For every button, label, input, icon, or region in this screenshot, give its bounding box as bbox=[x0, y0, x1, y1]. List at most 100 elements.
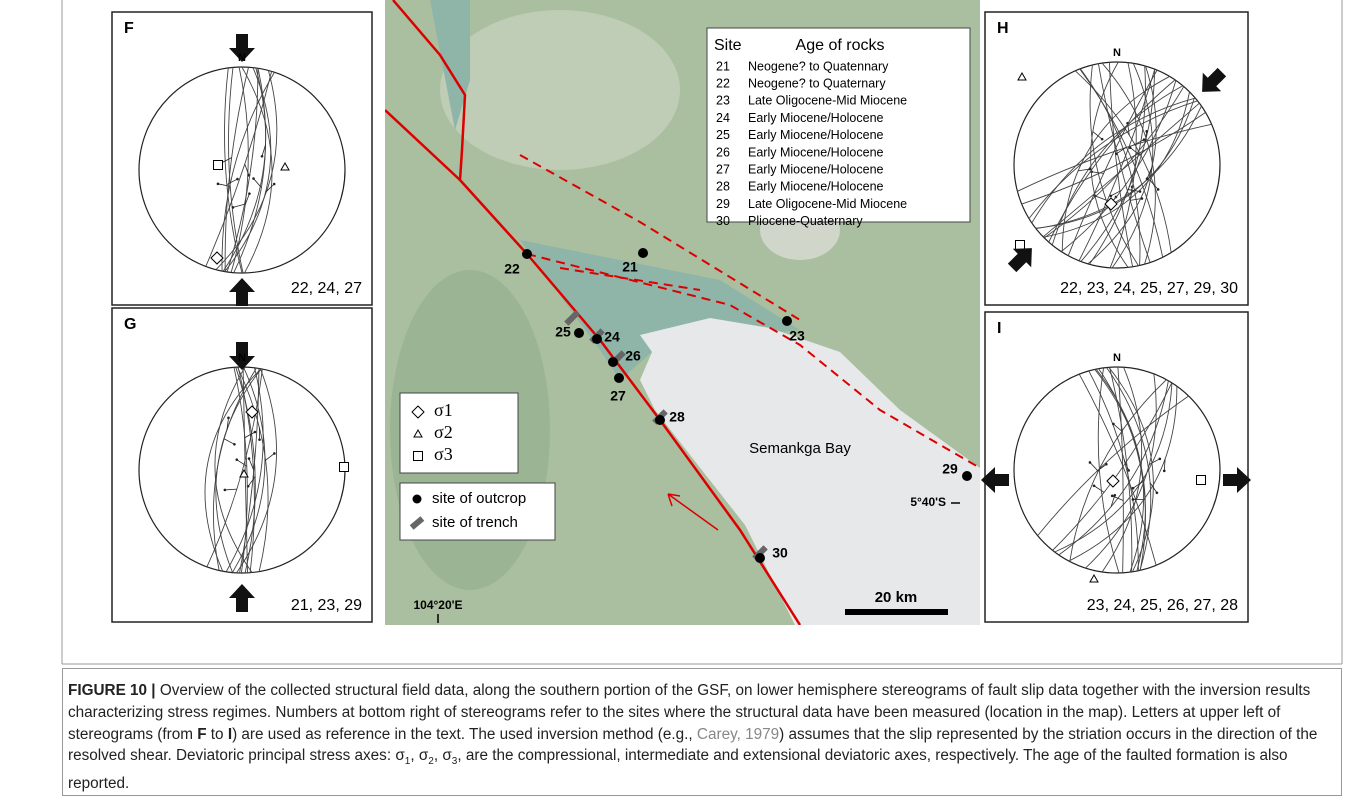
striation bbox=[264, 453, 275, 462]
table-site: 21 bbox=[716, 59, 730, 73]
great-circle bbox=[1094, 369, 1146, 572]
striation-head bbox=[252, 177, 255, 180]
great-circle bbox=[1067, 69, 1158, 256]
great-circle bbox=[233, 367, 248, 574]
striation bbox=[224, 488, 237, 491]
sigma1-symbol bbox=[245, 405, 259, 419]
sigma3-symbol bbox=[213, 160, 223, 170]
age-table bbox=[706, 27, 971, 223]
longitude: 104°20'E bbox=[413, 598, 462, 612]
great-circle bbox=[1106, 367, 1152, 571]
sigma3-symbol bbox=[413, 451, 423, 461]
striation-head bbox=[1128, 146, 1132, 150]
striation bbox=[244, 163, 250, 176]
caption-box bbox=[62, 668, 1342, 796]
great-circle bbox=[1089, 64, 1139, 266]
great-circle bbox=[1109, 62, 1137, 268]
great-circle bbox=[236, 368, 277, 574]
great-circle bbox=[204, 368, 262, 572]
striation bbox=[248, 458, 254, 470]
striation bbox=[1113, 423, 1123, 433]
site-label: 23 bbox=[789, 328, 805, 344]
striation bbox=[1163, 458, 1166, 471]
great-circle bbox=[1109, 367, 1133, 572]
stereonet bbox=[1013, 366, 1221, 574]
striation-head bbox=[272, 182, 276, 186]
sigma1-symbol bbox=[1104, 197, 1118, 211]
table-age: Early Miocene/Holocene bbox=[748, 162, 884, 176]
striation bbox=[1110, 495, 1116, 507]
striation bbox=[1132, 481, 1144, 489]
table-site: 28 bbox=[716, 180, 730, 194]
north-label: N bbox=[238, 52, 246, 64]
great-circle bbox=[205, 71, 273, 267]
caption-text: 1 bbox=[404, 756, 411, 768]
great-circle bbox=[1043, 91, 1190, 238]
site-dot bbox=[574, 328, 584, 338]
legend-dot bbox=[412, 494, 422, 504]
striation bbox=[247, 476, 256, 487]
sigma3-symbol bbox=[339, 462, 349, 472]
fault-inferred bbox=[519, 154, 801, 321]
great-circle bbox=[226, 68, 259, 273]
striation bbox=[1123, 459, 1130, 471]
caption-text: , σ bbox=[410, 747, 429, 765]
legend-label: site of trench bbox=[432, 514, 518, 531]
caption-text: F bbox=[197, 725, 207, 743]
great-circle bbox=[1028, 100, 1198, 219]
striation-head bbox=[1092, 484, 1096, 488]
striation-head bbox=[1162, 469, 1166, 473]
great-circle bbox=[1109, 62, 1134, 267]
great-circle bbox=[1031, 97, 1196, 224]
striation-head bbox=[216, 182, 220, 186]
sigma3-symbol bbox=[1196, 475, 1206, 485]
caption-text: 3 bbox=[451, 756, 458, 768]
striation-head bbox=[233, 442, 236, 446]
great-circle bbox=[224, 67, 272, 272]
table-age: Neogene? to Quatennary bbox=[748, 59, 889, 73]
stress-arrow bbox=[1007, 248, 1032, 273]
great-circle bbox=[1079, 68, 1164, 258]
site-dot bbox=[608, 357, 618, 367]
table-site: 22 bbox=[716, 76, 730, 90]
striation-head bbox=[1131, 486, 1135, 490]
sigma2-symbol bbox=[239, 468, 249, 478]
fault-inferred bbox=[526, 253, 980, 469]
great-circle bbox=[1098, 368, 1146, 571]
great-circle bbox=[1085, 373, 1157, 569]
striation-head bbox=[1155, 491, 1159, 495]
table-site: 25 bbox=[716, 128, 730, 142]
site-dot bbox=[638, 248, 648, 258]
great-circle bbox=[222, 67, 267, 272]
great-circle bbox=[224, 67, 243, 274]
striation-head bbox=[1140, 197, 1144, 200]
caption-text[interactable]: Carey, 1979 bbox=[696, 725, 780, 743]
striation bbox=[1094, 195, 1107, 201]
great-circle bbox=[1037, 395, 1189, 536]
panel-letter: F bbox=[124, 20, 134, 37]
table-age: Late Oligocene-Mid Miocene bbox=[748, 197, 907, 211]
striation-head bbox=[1112, 422, 1115, 426]
north-label: N bbox=[238, 352, 246, 364]
scale-bar bbox=[845, 609, 948, 615]
great-circle bbox=[1035, 105, 1202, 230]
striation bbox=[232, 203, 245, 208]
site-dot bbox=[614, 373, 624, 383]
sigma1-symbol bbox=[411, 405, 425, 419]
striation bbox=[223, 438, 235, 445]
striation bbox=[1133, 139, 1145, 146]
striation-head bbox=[248, 192, 251, 195]
site-dot bbox=[962, 471, 972, 481]
stress-arrow bbox=[229, 278, 255, 306]
great-circle bbox=[1058, 380, 1169, 556]
striation bbox=[1149, 482, 1158, 494]
striation bbox=[1077, 168, 1090, 172]
stress-arrow bbox=[981, 467, 1009, 493]
panel-frame bbox=[984, 311, 1249, 623]
site-dot bbox=[782, 316, 792, 326]
table-header: Age of rocks bbox=[796, 37, 885, 54]
sigma3-symbol bbox=[1015, 240, 1025, 250]
striation bbox=[1149, 458, 1160, 465]
site-label: 30 bbox=[772, 545, 788, 561]
